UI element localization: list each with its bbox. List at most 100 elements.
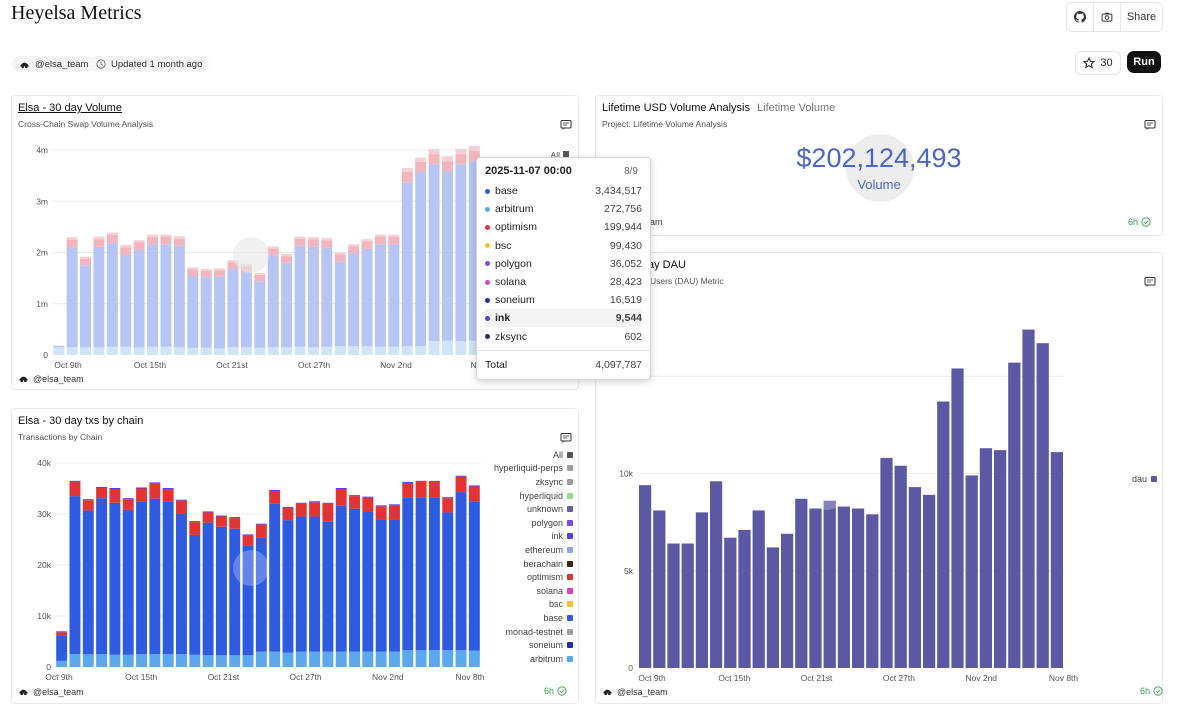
txs-legend-item-unknown[interactable]: unknown (452, 502, 573, 516)
dau-footer-owner[interactable]: @elsa_team (602, 686, 668, 697)
bar-segment-arbitrum (120, 346, 132, 355)
dau-legend-item[interactable]: dau (1101, 472, 1157, 486)
tooltip-series-name: base (495, 185, 518, 197)
comment-icon[interactable] (560, 432, 572, 444)
bar-segment-base (106, 243, 118, 347)
x-tick-label: Oct 21st (801, 673, 833, 683)
txs-legend-item-base[interactable]: base (452, 611, 573, 625)
tooltip-page: 8/9 (624, 166, 638, 177)
dau-bar (1036, 343, 1049, 668)
bar-segment-base (176, 514, 187, 655)
bar-segment-base (93, 246, 105, 348)
bar-segment-arbitrum (162, 654, 174, 667)
bar-segment-other (374, 234, 386, 237)
run-button[interactable]: Run (1127, 51, 1161, 73)
check-circle-icon (557, 686, 567, 696)
txs-panel-title[interactable]: Elsa - 30 day txs by chain (18, 415, 144, 427)
bar-segment-other (254, 273, 266, 276)
bar-segment-ink (455, 475, 467, 477)
star-button[interactable]: 30 (1075, 51, 1121, 75)
bar-segment-optimism (455, 154, 467, 165)
bar-segment-arbitrum (349, 651, 360, 667)
bar-segment-arbitrum (455, 341, 467, 355)
tooltip-series-value: 99,430 (609, 239, 642, 252)
bar-segment-base (160, 244, 172, 347)
bar-segment-base (375, 519, 387, 652)
txs-legend-item-polygon[interactable]: polygon (452, 516, 573, 530)
txs-legend-item-ethereum[interactable]: ethereum (452, 543, 573, 557)
comment-icon[interactable] (1144, 276, 1156, 288)
txs-legend-item-ink[interactable]: ink (452, 530, 573, 544)
volume-panel-title[interactable]: Elsa - 30 day Volume (18, 102, 122, 114)
bar-segment-base (269, 503, 281, 652)
y-tick-label: 4m (36, 145, 48, 155)
share-button[interactable]: Share (1126, 11, 1157, 23)
y-tick-label: 20k (37, 560, 51, 570)
bar-segment-optimism (242, 535, 254, 546)
bar-segment-other (106, 232, 118, 236)
avatar-icon (602, 689, 613, 696)
txs-legend-item-hyperliquid-perps[interactable]: hyperliquid-perps (452, 462, 573, 476)
bar-segment-base (120, 254, 132, 347)
txs-legend-item-hyperliquid[interactable]: hyperliquid (452, 489, 573, 503)
bar-segment-base (149, 498, 161, 655)
bar-segment-other (147, 234, 159, 238)
bar-segment-base (254, 281, 266, 348)
txs-panel-subtitle: Transactions by Chain (18, 432, 103, 442)
camera-icon[interactable] (1094, 3, 1121, 31)
bar-segment-arbitrum (282, 652, 294, 667)
bar-segment-other (133, 240, 145, 243)
bar-segment-optimism (133, 242, 145, 250)
txs-footer-owner[interactable]: @elsa_team (18, 686, 84, 697)
bar-segment-arbitrum (362, 651, 374, 667)
x-tick-label: Oct 15th (125, 672, 157, 682)
bar-segment-ink (428, 480, 440, 482)
txs-legend-item-All[interactable]: All (452, 448, 573, 462)
bar-segment-other (321, 238, 333, 241)
dau-bar (866, 514, 879, 668)
bar-segment-arbitrum (240, 347, 252, 355)
bar-segment-other (428, 148, 440, 155)
comment-icon[interactable] (560, 119, 572, 131)
bar-segment-ink (295, 502, 307, 504)
github-icon[interactable] (1067, 3, 1094, 31)
bar-segment-optimism (120, 247, 132, 255)
bar-segment-base (173, 245, 185, 348)
bar-segment-optimism (362, 497, 374, 512)
bar-segment-base (334, 261, 346, 347)
x-tick-label: Oct 9th (54, 360, 82, 370)
x-tick-label: Nov 2nd (372, 672, 404, 682)
bar-segment-arbitrum (122, 654, 134, 667)
bar-segment-ink (282, 506, 294, 508)
volume-footer-owner[interactable]: @elsa_team (18, 373, 84, 384)
bar-segment-optimism (468, 151, 480, 162)
tooltip-series-name: polygon (495, 257, 532, 270)
comment-icon[interactable] (1144, 119, 1156, 131)
txs-legend-item-soneium[interactable]: soneium (452, 638, 573, 652)
bar-segment-ink (442, 497, 454, 499)
txs-legend-item-zksync[interactable]: zksync (452, 475, 573, 489)
bar-segment-arbitrum (267, 347, 279, 355)
bar-segment-arbitrum (307, 347, 319, 355)
bar-segment-ink (189, 521, 201, 523)
dau-panel-title[interactable]: ay DAU (648, 259, 686, 271)
txs-legend-item-arbitrum[interactable]: arbitrum (452, 652, 573, 666)
txs-legend-item-berachain[interactable]: berachain (452, 557, 573, 571)
lifetime-panel-title[interactable]: Lifetime USD Volume Analysis (602, 102, 750, 114)
bar-segment-optimism (389, 505, 400, 520)
y-tick-label: 0 (46, 662, 51, 672)
star-icon (1083, 57, 1096, 69)
txs-legend-item-monad-testnet[interactable]: monad-testnet (452, 625, 573, 639)
txs-legend-item-optimism[interactable]: optimism (452, 570, 573, 584)
txs-legend-item-bsc[interactable]: bsc (452, 598, 573, 612)
owner-chip[interactable]: @elsa_team (12, 56, 96, 72)
legend-label: polygon (531, 517, 563, 528)
bar-segment-ink (255, 523, 267, 525)
bar-segment-ink (362, 496, 374, 498)
txs-legend-item-solana[interactable]: solana (452, 584, 573, 598)
bar-segment-base (80, 265, 92, 348)
bar-segment-optimism (348, 246, 360, 254)
dau-bar (780, 533, 794, 668)
bar-segment-arbitrum (335, 651, 347, 667)
dau-bar (908, 487, 922, 668)
